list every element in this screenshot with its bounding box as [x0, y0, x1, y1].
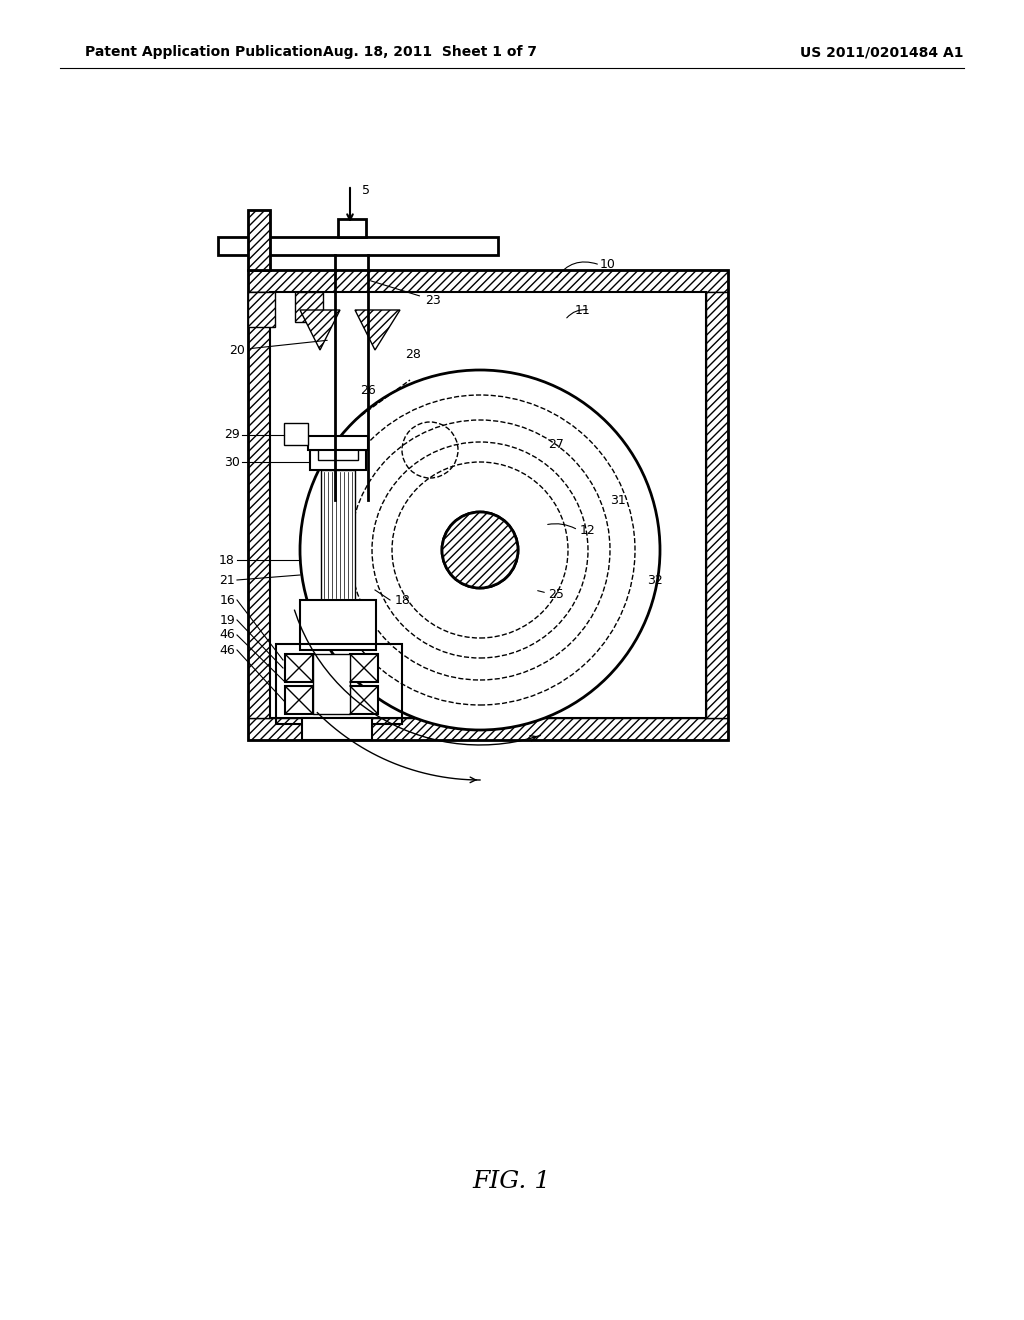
Bar — [338, 219, 366, 238]
Text: Patent Application Publication: Patent Application Publication — [85, 45, 323, 59]
Polygon shape — [300, 310, 340, 350]
Bar — [248, 210, 270, 271]
Bar — [318, 442, 358, 459]
Circle shape — [300, 370, 660, 730]
Bar — [248, 292, 270, 718]
Text: 46: 46 — [219, 644, 234, 656]
Text: 28: 28 — [406, 348, 421, 362]
Bar — [350, 686, 378, 714]
Text: 16: 16 — [219, 594, 234, 606]
Text: 31: 31 — [610, 494, 626, 507]
Bar — [350, 653, 378, 682]
Text: 25: 25 — [548, 589, 564, 602]
Bar — [276, 644, 402, 723]
Text: Aug. 18, 2011  Sheet 1 of 7: Aug. 18, 2011 Sheet 1 of 7 — [323, 45, 537, 59]
Bar — [300, 601, 376, 649]
Text: 23: 23 — [371, 281, 440, 306]
Bar — [248, 292, 275, 327]
Bar — [284, 422, 308, 445]
Text: 18: 18 — [219, 553, 234, 566]
Bar — [218, 238, 498, 255]
Bar — [248, 271, 728, 741]
Text: 11: 11 — [575, 304, 591, 317]
Text: 32: 32 — [647, 573, 663, 586]
Bar — [248, 718, 728, 741]
Text: 46: 46 — [219, 628, 234, 642]
Bar — [285, 686, 313, 714]
Bar — [248, 271, 728, 292]
Text: US 2011/0201484 A1: US 2011/0201484 A1 — [800, 45, 964, 59]
Bar — [248, 210, 270, 271]
Text: 5: 5 — [362, 183, 370, 197]
Text: 26: 26 — [360, 384, 376, 396]
Text: 30: 30 — [224, 455, 240, 469]
Bar — [302, 718, 372, 741]
Bar — [310, 450, 366, 470]
Text: FIG. 1: FIG. 1 — [473, 1171, 551, 1193]
Bar — [295, 292, 323, 322]
Bar — [270, 292, 706, 718]
Bar — [321, 470, 355, 601]
Bar — [270, 292, 706, 718]
Text: 29: 29 — [224, 429, 240, 441]
Bar — [313, 653, 350, 714]
Text: 20: 20 — [229, 341, 328, 356]
Text: 18: 18 — [395, 594, 411, 606]
Circle shape — [442, 512, 518, 587]
Text: 10: 10 — [600, 259, 615, 272]
Circle shape — [442, 512, 518, 587]
Text: 21: 21 — [219, 573, 234, 586]
Bar — [706, 292, 728, 718]
Text: 27: 27 — [548, 438, 564, 451]
Text: 19: 19 — [219, 614, 234, 627]
Polygon shape — [355, 310, 400, 350]
Bar — [285, 653, 313, 682]
Text: 12: 12 — [580, 524, 596, 536]
Bar — [308, 436, 368, 450]
